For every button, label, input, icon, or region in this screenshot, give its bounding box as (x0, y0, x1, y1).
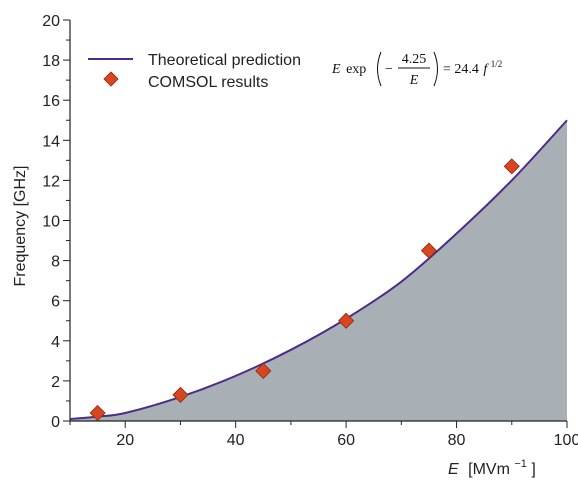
legend-label-comsol: COMSOL results (148, 74, 268, 91)
y-tick-label: 4 (51, 334, 60, 351)
comsol-markers (89, 158, 520, 422)
y-tick-label: 8 (51, 254, 60, 271)
comsol-point (503, 158, 520, 175)
x-axis-var: E (448, 461, 459, 478)
y-tick-label: 20 (42, 13, 60, 30)
svg-text:E exp: E exp (331, 62, 366, 77)
x-axis-exponent: −1 (514, 458, 527, 470)
eq-lhs-func: exp (346, 62, 366, 77)
y-tick-label: 12 (42, 173, 60, 190)
eq-rhs: = 24.4 (443, 62, 479, 77)
x-tick-label: 60 (337, 432, 355, 449)
y-axis-ticks: 0 2 4 6 8 10 12 14 16 18 20 (42, 13, 70, 431)
y-tick-label: 18 (42, 53, 60, 70)
y-tick-label: 0 (51, 414, 60, 431)
x-axis-title: E [MVm −1 ] (448, 454, 536, 478)
x-axis-close-bracket: ] (531, 461, 535, 478)
y-axis-title: Frequency [GHz] (12, 166, 29, 287)
y-tick-label: 14 (42, 133, 60, 150)
eq-rhs-var: f (483, 62, 489, 77)
comsol-point (338, 312, 355, 329)
x-tick-label: 40 (227, 432, 245, 449)
eq-lhs-var: E (331, 62, 341, 77)
eq-left-paren (377, 51, 382, 87)
eq-minus: − (385, 62, 393, 77)
y-tick-label: 2 (51, 374, 60, 391)
eq-denominator: E (409, 73, 419, 88)
x-tick-label: 100 (554, 432, 578, 449)
eq-rhs-exp: 1/2 (491, 59, 503, 69)
theory-line (69, 119, 568, 420)
legend: Theoretical prediction COMSOL results E … (88, 51, 502, 91)
x-axis-ticks: 20 40 60 80 100 (69, 421, 578, 449)
plot-area (69, 119, 568, 422)
y-tick-label: 6 (51, 294, 60, 311)
comsol-point (172, 386, 189, 404)
y-tick-label: 10 (42, 214, 60, 231)
eq-numerator: 4.25 (402, 52, 427, 67)
legend-label-theory: Theoretical prediction (148, 52, 301, 69)
x-tick-label: 20 (116, 432, 134, 449)
equation: E exp − 4.25 E = 24.4 f 1/2 (331, 51, 502, 88)
x-tick-label: 80 (448, 432, 466, 449)
y-tick-label: 16 (42, 93, 60, 110)
legend-diamond-swatch (103, 71, 119, 87)
x-axis-unit: [MVm (468, 461, 510, 478)
comsol-point (255, 362, 272, 379)
eq-right-paren (433, 51, 438, 87)
svg-text:= 24.4 f 1/2: = 24.4 f 1/2 (443, 59, 502, 77)
comsol-point (420, 242, 438, 259)
theory-area-fill (70, 120, 567, 421)
